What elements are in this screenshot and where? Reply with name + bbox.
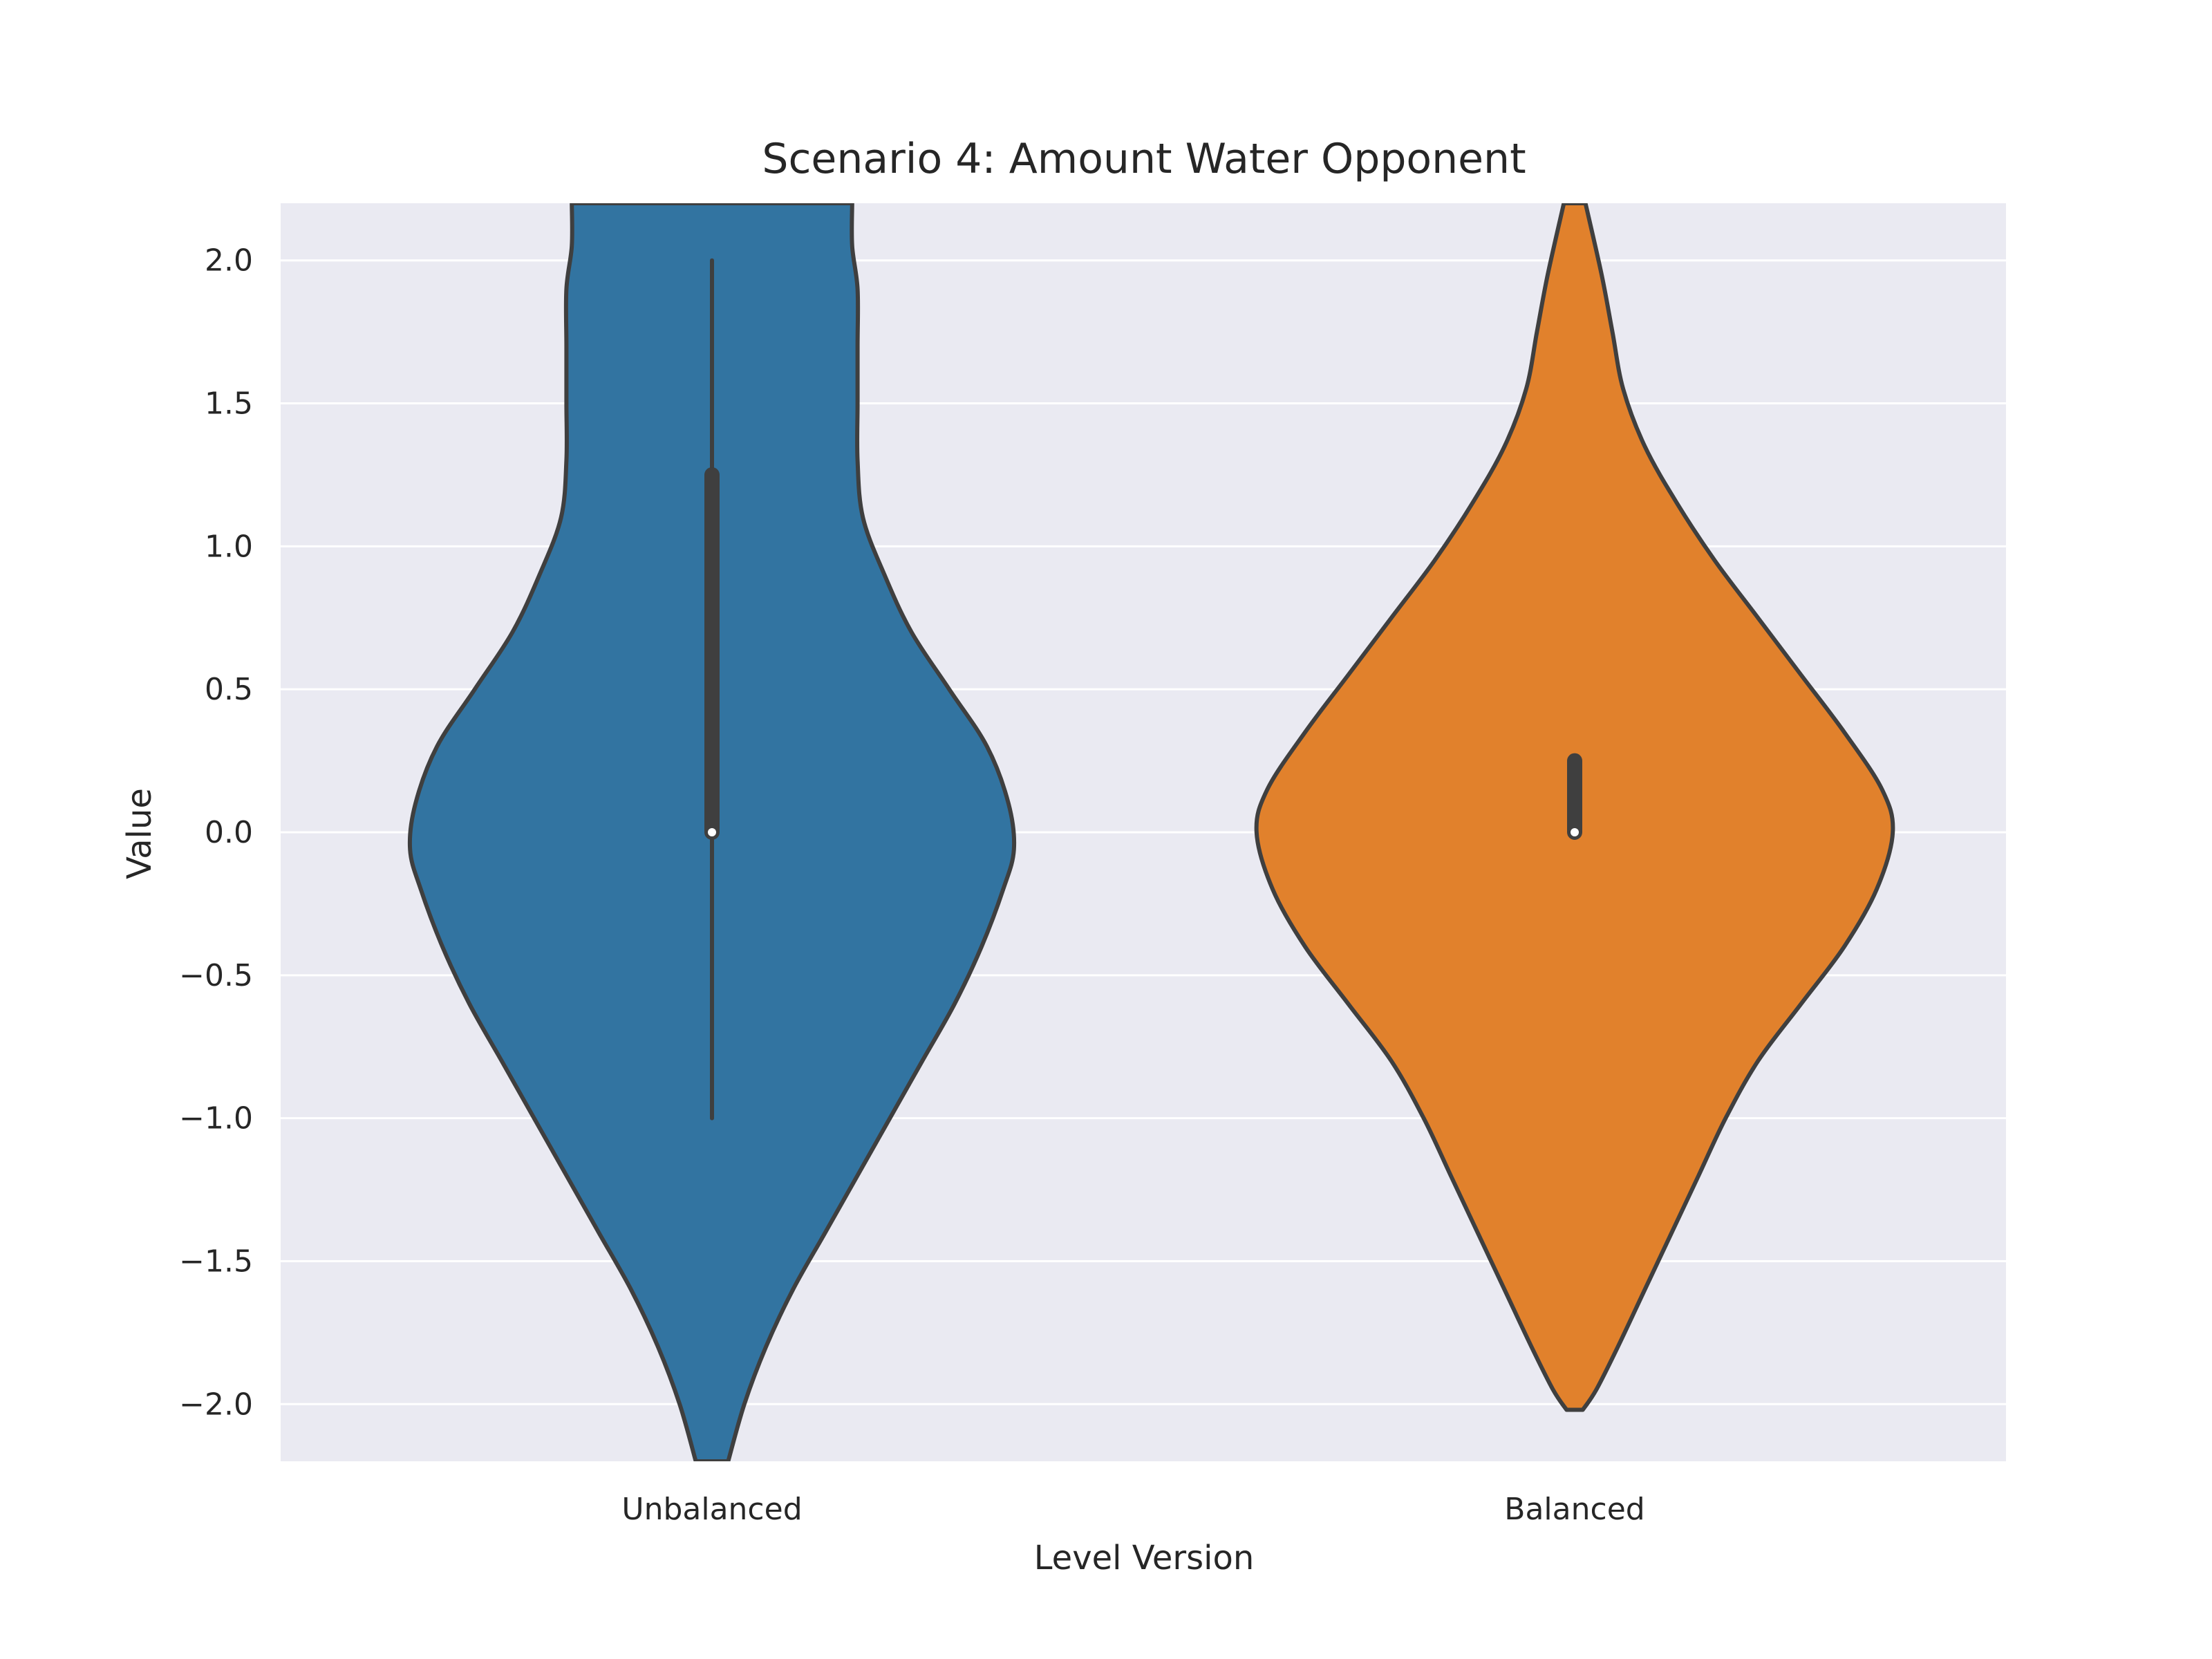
y-tick-label: 0.0 bbox=[205, 815, 253, 850]
y-axis-label: Value bbox=[120, 788, 159, 879]
median-marker bbox=[1571, 828, 1579, 836]
y-tick-label: −0.5 bbox=[179, 958, 253, 993]
violin-balanced bbox=[1254, 203, 1895, 1412]
x-tick-labels: Unbalanced Balanced bbox=[621, 1492, 1644, 1527]
y-tick-labels: 2.0 1.5 1.0 0.5 0.0 −0.5 −1.0 −1.5 −2.0 bbox=[179, 243, 253, 1423]
x-axis-label: Level Version bbox=[1034, 1539, 1254, 1577]
y-tick-label: 0.5 bbox=[205, 672, 253, 707]
y-tick-label: −1.5 bbox=[179, 1244, 253, 1279]
y-tick-label: −2.0 bbox=[179, 1387, 253, 1422]
x-tick-label: Unbalanced bbox=[621, 1492, 802, 1527]
y-tick-label: 2.0 bbox=[205, 243, 253, 279]
y-tick-label: 1.5 bbox=[205, 386, 253, 422]
violins bbox=[407, 203, 1895, 1461]
y-tick-label: −1.0 bbox=[179, 1101, 253, 1136]
violin-unbalanced bbox=[407, 203, 1017, 1461]
y-tick-label: 1.0 bbox=[205, 529, 253, 564]
chart-title: Scenario 4: Amount Water Opponent bbox=[762, 135, 1526, 183]
x-tick-label: Balanced bbox=[1504, 1492, 1644, 1527]
median-marker bbox=[708, 828, 716, 836]
